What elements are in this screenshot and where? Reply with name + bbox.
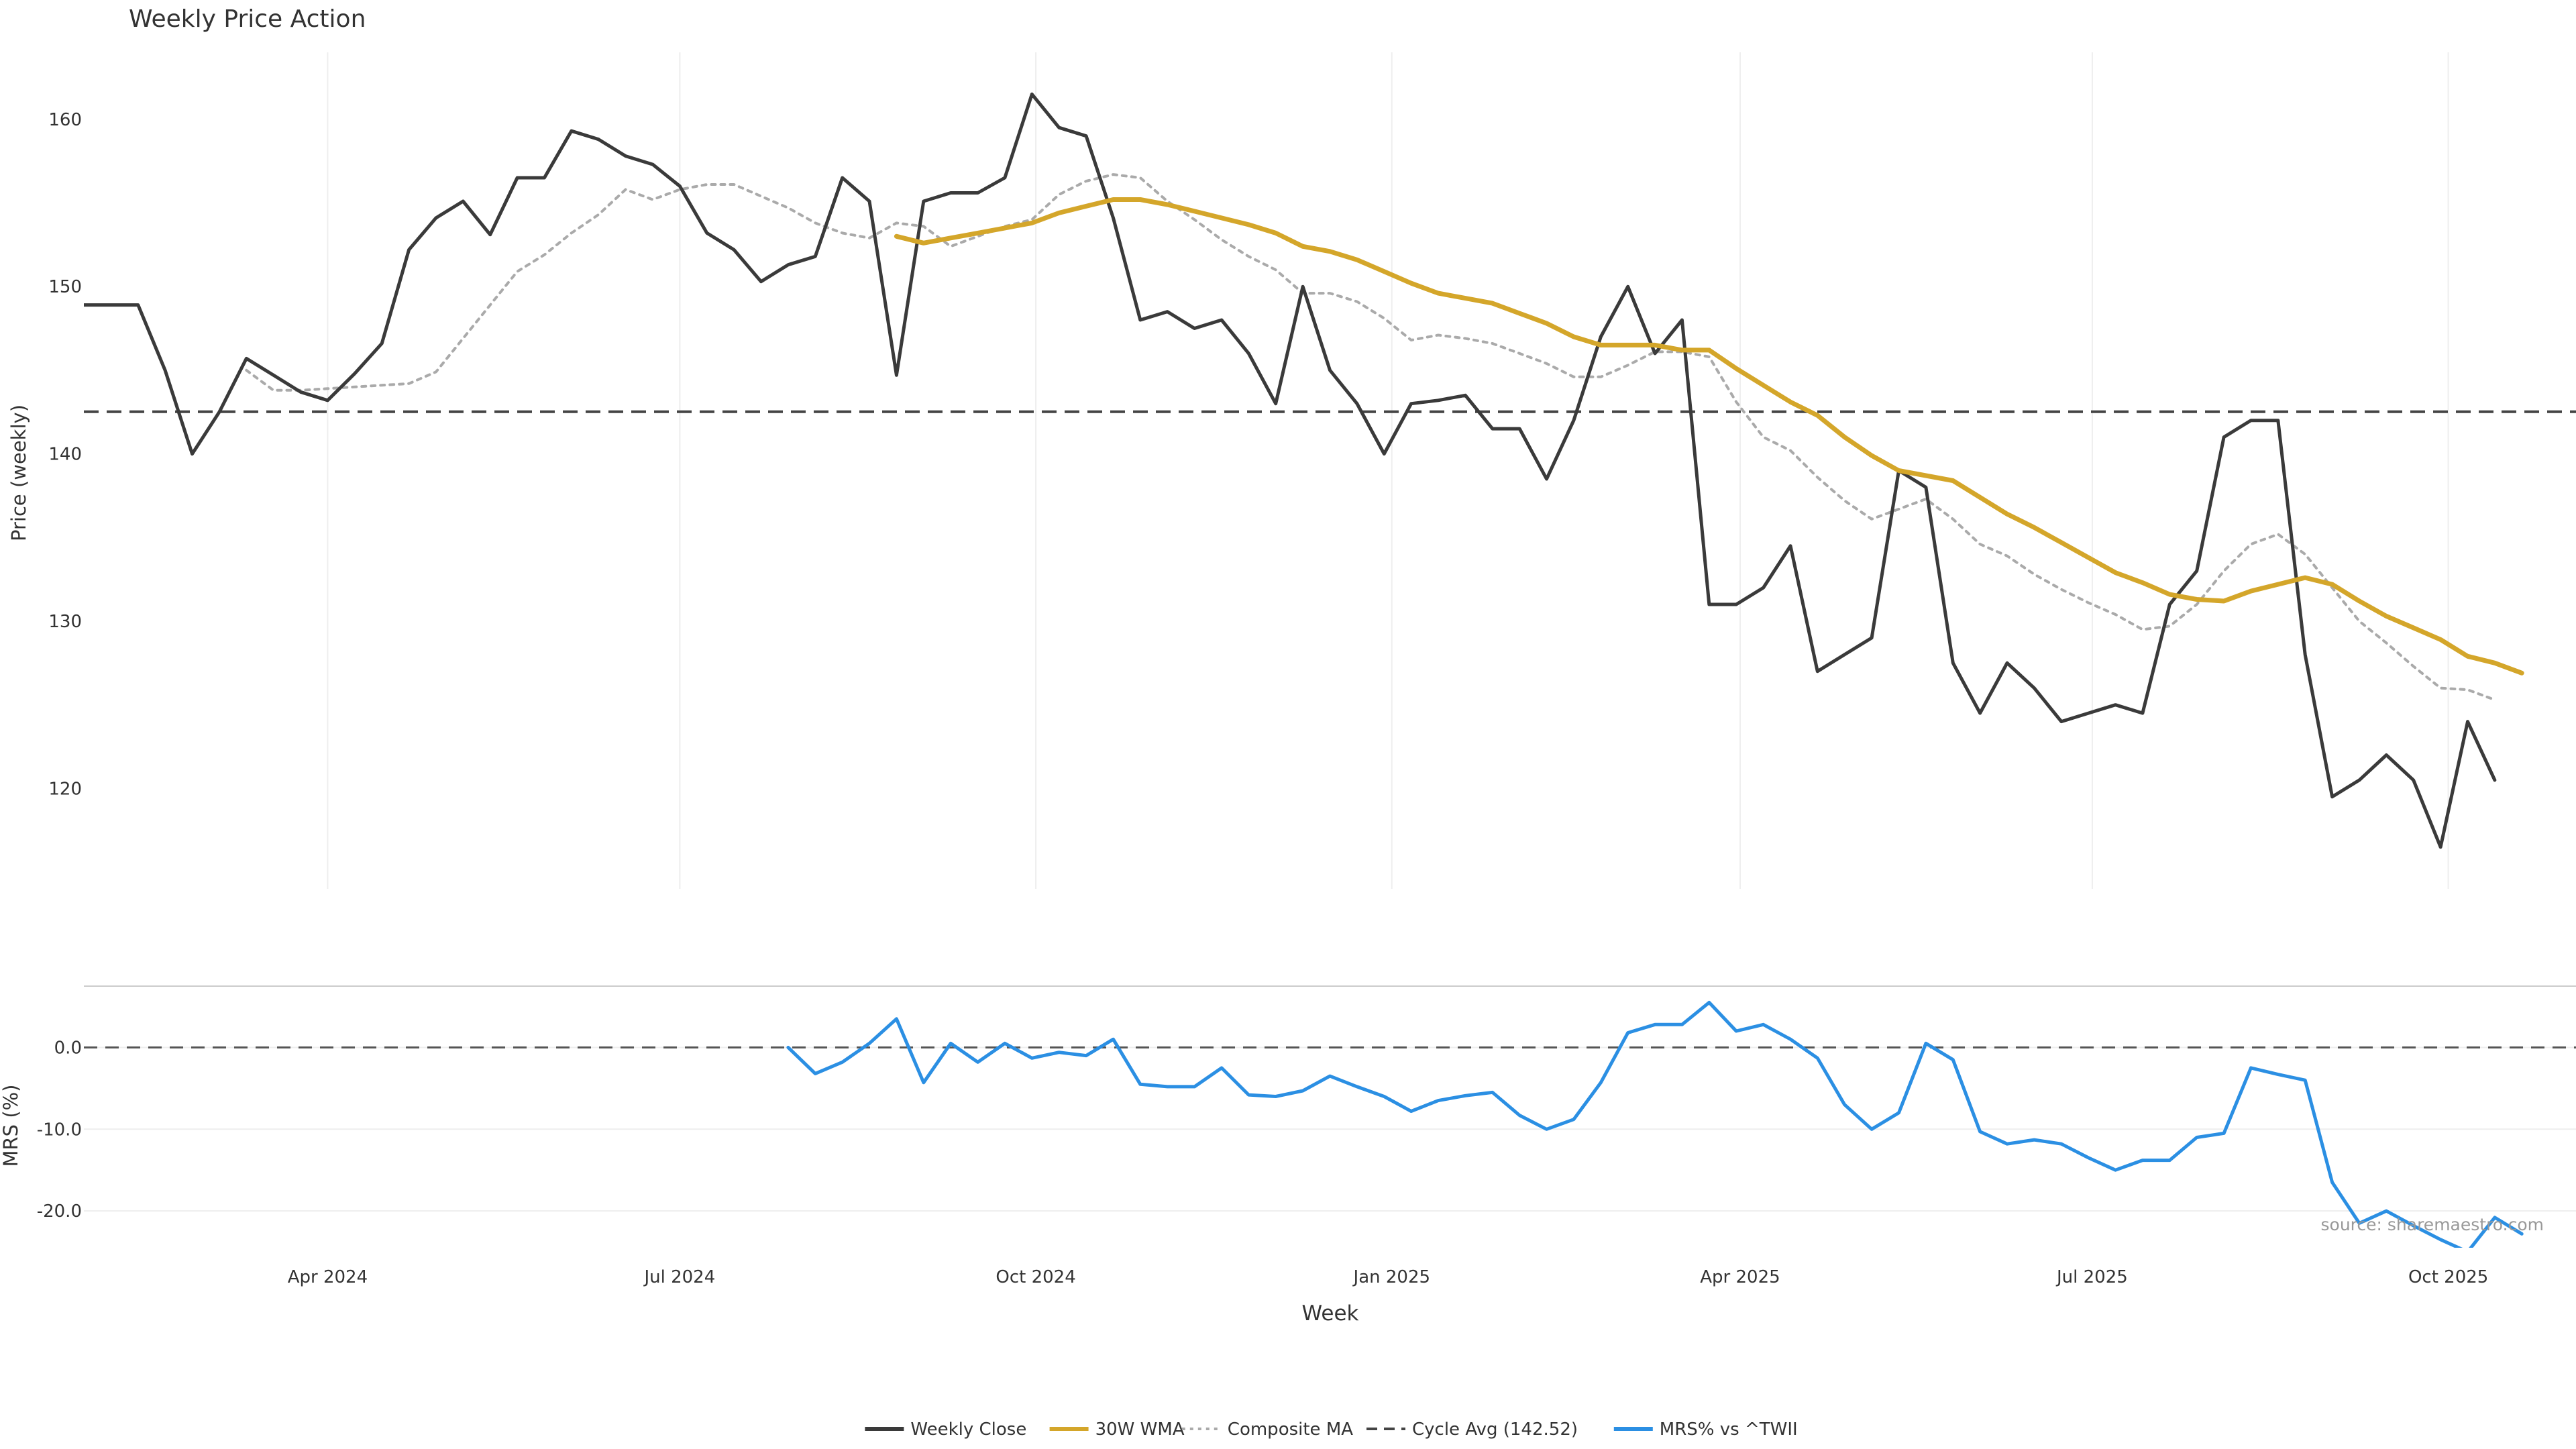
x-tick-label: Apr 2025 bbox=[1700, 1267, 1780, 1287]
x-tick-label: Apr 2024 bbox=[288, 1267, 368, 1287]
mrs-grid bbox=[84, 1046, 2576, 1212]
legend-label: MRS% vs ^TWII bbox=[1660, 1419, 1798, 1440]
series-line-composite-ma bbox=[245, 173, 2496, 702]
legend-item-cycle-avg-142-52: Cycle Avg (142.52) bbox=[1366, 1419, 1578, 1440]
x-tick-label: Oct 2025 bbox=[2408, 1267, 2488, 1287]
price-grid bbox=[327, 52, 2449, 889]
chart-title: Weekly Price Action bbox=[129, 5, 366, 33]
legend-label: Cycle Avg (142.52) bbox=[1412, 1419, 1578, 1440]
mrs-y-tick-label: -10.0 bbox=[37, 1120, 82, 1140]
x-tick-label: Jul 2025 bbox=[2055, 1267, 2128, 1287]
mrs-y-axis-label: MRS (%) bbox=[0, 1085, 22, 1167]
price-y-tick-label: 120 bbox=[48, 779, 82, 799]
price-y-tick-label: 140 bbox=[48, 445, 82, 465]
x-tick-label: Jul 2024 bbox=[643, 1267, 715, 1287]
price-y-axis-label: Price (weekly) bbox=[7, 405, 30, 541]
legend-item-composite-ma: Composite MA bbox=[1181, 1419, 1353, 1440]
x-tick-label: Jan 2025 bbox=[1352, 1267, 1431, 1287]
legend: Weekly Close 30W WMA Composite MA Cycle Avg… bbox=[865, 1419, 1798, 1440]
mrs-y-ticks: 0.0 -10.0 -20.0 bbox=[37, 1038, 82, 1222]
mrs-y-tick-label: -20.0 bbox=[37, 1201, 82, 1222]
mrs-y-tick-label: 0.0 bbox=[54, 1038, 82, 1058]
series-line-30w-wma bbox=[894, 197, 2524, 676]
price-y-tick-label: 150 bbox=[48, 277, 82, 297]
legend-item-mrs-vs-twii: MRS% vs ^TWII bbox=[1613, 1419, 1798, 1440]
legend-item-30w-wma: 30W WMA bbox=[1049, 1419, 1185, 1440]
legend-label: Composite MA bbox=[1228, 1419, 1353, 1440]
price-y-tick-label: 130 bbox=[48, 612, 82, 632]
series-line-weekly-close bbox=[84, 92, 2497, 849]
x-tick-label: Oct 2024 bbox=[996, 1267, 1075, 1287]
series-line-mrs-vs-twii bbox=[786, 1000, 2524, 1248]
x-axis-label: Week bbox=[1302, 1301, 1359, 1326]
legend-item-weekly-close: Weekly Close bbox=[865, 1419, 1026, 1440]
price-y-tick-label: 160 bbox=[48, 110, 82, 130]
price-y-ticks: 120 130 140 150 160 bbox=[48, 110, 82, 800]
x-ticks: Apr 2024 Jul 2024 Oct 2024 Jan 2025 Apr 2025… bbox=[288, 1267, 2489, 1287]
legend-label: 30W WMA bbox=[1095, 1419, 1185, 1440]
source-note: source: sharemaestro.com bbox=[2321, 1215, 2544, 1234]
legend-label: Weekly Close bbox=[910, 1419, 1026, 1440]
